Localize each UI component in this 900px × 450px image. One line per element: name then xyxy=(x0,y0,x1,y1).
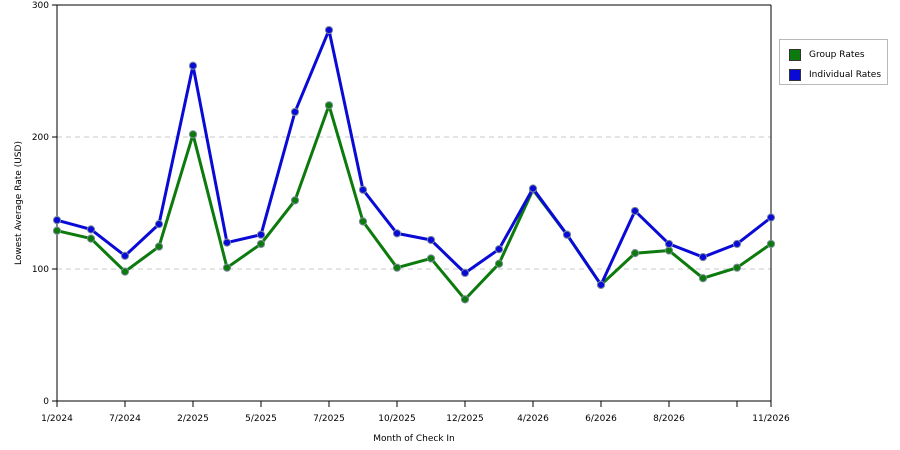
data-point-1-21 xyxy=(766,213,776,222)
legend-item-individual-rates: Individual Rates xyxy=(789,68,881,81)
x-tick-label: 1/2024 xyxy=(41,414,73,424)
data-point-1-5 xyxy=(222,238,232,247)
data-point-0-8 xyxy=(324,101,334,110)
legend-swatch-individual-rates xyxy=(789,68,801,81)
data-point-0-21 xyxy=(766,239,776,249)
data-point-1-13 xyxy=(494,245,504,254)
data-point-1-19 xyxy=(698,253,708,262)
series-line-1 xyxy=(56,28,772,287)
x-tick-label: 7/2024 xyxy=(109,414,141,424)
series-line-0 xyxy=(56,103,772,301)
y-tick-label: 100 xyxy=(32,265,49,275)
data-point-0-17 xyxy=(630,249,640,258)
data-point-1-12 xyxy=(460,268,470,278)
axis-labels: 0 100 200 300 1/2024 7/2024 2/2025 5/2025 7/2025… xyxy=(32,1,790,424)
data-point-1-6 xyxy=(256,230,266,239)
data-point-0-5 xyxy=(222,263,232,272)
data-point-1-7 xyxy=(290,107,300,117)
x-tick-label: 11/2026 xyxy=(752,414,790,424)
x-tick-label: 5/2025 xyxy=(245,414,277,424)
data-point-1-20 xyxy=(732,239,742,249)
legend-label-group-rates: Group Rates xyxy=(809,49,865,60)
x-tick-label: 10/2025 xyxy=(378,414,415,424)
data-point-0-2 xyxy=(120,267,130,276)
data-point-0-0 xyxy=(52,226,62,235)
grid-lines xyxy=(57,136,771,270)
y-tick-label: 200 xyxy=(32,133,49,143)
chart-legend: Group Rates Individual Rates xyxy=(779,39,888,85)
x-tick-label: 6/2026 xyxy=(585,414,617,424)
data-point-1-11 xyxy=(426,235,436,245)
legend-swatch-group-rates xyxy=(789,48,801,61)
data-point-1-14 xyxy=(528,184,538,193)
x-tick-label: 4/2026 xyxy=(517,414,549,424)
x-tick-label: 7/2025 xyxy=(313,414,345,424)
data-point-0-13 xyxy=(494,259,504,268)
data-point-1-2 xyxy=(120,251,130,260)
y-tick-label: 0 xyxy=(43,397,49,407)
x-tick-label: 12/2025 xyxy=(446,414,483,424)
y-tick-label: 300 xyxy=(32,1,49,11)
data-point-1-3 xyxy=(154,220,164,229)
legend-label-individual-rates: Individual Rates xyxy=(809,69,882,80)
data-point-0-6 xyxy=(256,239,266,249)
data-point-1-0 xyxy=(52,216,62,225)
axes xyxy=(52,4,772,407)
data-point-1-15 xyxy=(562,230,572,239)
data-point-0-3 xyxy=(154,242,164,251)
data-point-1-10 xyxy=(392,229,402,238)
data-point-0-12 xyxy=(460,295,470,304)
series-layer xyxy=(52,25,776,304)
data-point-0-4 xyxy=(188,130,198,139)
data-point-0-10 xyxy=(392,263,402,272)
data-point-1-16 xyxy=(596,280,606,289)
x-tick-label: 8/2026 xyxy=(653,414,685,424)
x-tick-label: 2/2025 xyxy=(177,414,209,424)
data-point-0-19 xyxy=(698,274,708,283)
data-point-1-8 xyxy=(324,25,334,35)
y-axis-title: Lowest Average Rate (USD) xyxy=(14,141,24,265)
data-point-0-9 xyxy=(358,217,368,226)
data-point-1-17 xyxy=(630,206,640,216)
data-point-0-11 xyxy=(426,254,436,263)
legend-item-group-rates: Group Rates xyxy=(789,48,865,61)
data-point-0-20 xyxy=(732,263,742,272)
data-point-1-1 xyxy=(86,225,96,234)
data-point-1-9 xyxy=(358,185,368,194)
x-axis-title: Month of Check In xyxy=(373,434,455,444)
data-point-0-7 xyxy=(290,196,300,205)
data-point-1-4 xyxy=(188,61,198,70)
data-point-0-1 xyxy=(86,234,96,243)
data-point-1-18 xyxy=(664,239,674,249)
